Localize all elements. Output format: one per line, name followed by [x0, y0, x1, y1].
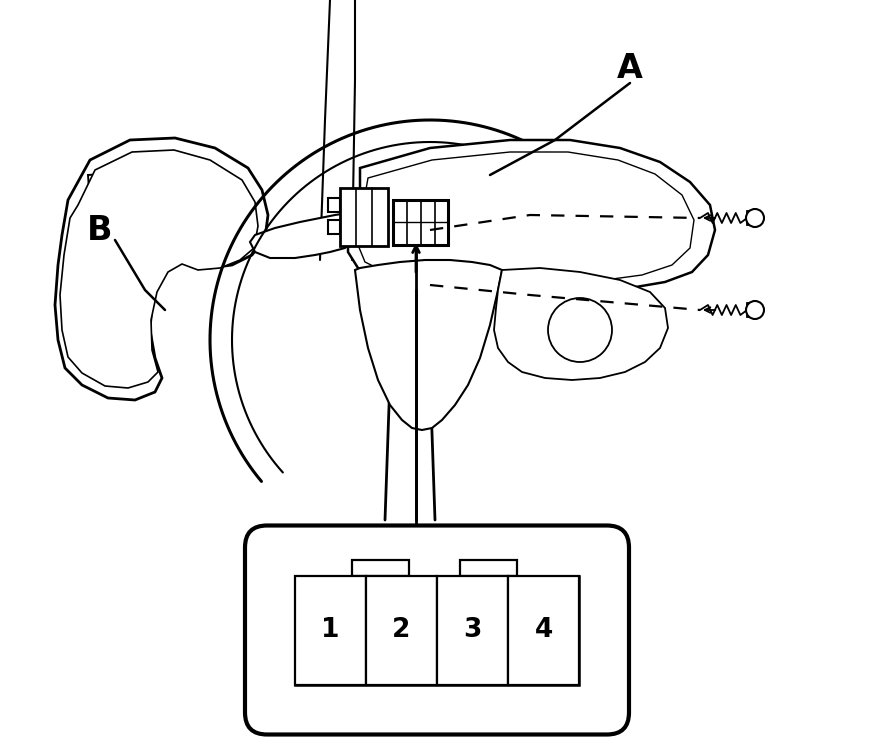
Polygon shape	[295, 576, 579, 685]
Polygon shape	[84, 245, 128, 276]
Circle shape	[464, 220, 520, 276]
Polygon shape	[393, 200, 448, 245]
Text: 2: 2	[392, 617, 410, 643]
Text: 4: 4	[534, 617, 553, 643]
Polygon shape	[250, 213, 358, 258]
Polygon shape	[747, 211, 760, 225]
Circle shape	[746, 301, 764, 319]
Text: A: A	[617, 52, 643, 84]
Polygon shape	[348, 140, 715, 290]
Polygon shape	[55, 138, 268, 400]
Text: 1: 1	[321, 617, 340, 643]
Polygon shape	[508, 576, 579, 685]
Polygon shape	[352, 559, 409, 576]
FancyBboxPatch shape	[245, 525, 629, 734]
Polygon shape	[340, 188, 388, 246]
Polygon shape	[60, 150, 258, 388]
Circle shape	[746, 209, 764, 227]
Text: B: B	[87, 213, 113, 246]
Polygon shape	[328, 198, 340, 212]
Polygon shape	[358, 152, 694, 282]
Polygon shape	[366, 576, 437, 685]
Polygon shape	[295, 576, 366, 685]
Circle shape	[548, 298, 612, 362]
Polygon shape	[460, 559, 517, 576]
Polygon shape	[328, 220, 340, 234]
Circle shape	[454, 210, 530, 286]
Polygon shape	[747, 303, 760, 317]
Text: 3: 3	[464, 617, 482, 643]
Polygon shape	[355, 260, 502, 430]
Polygon shape	[494, 268, 668, 380]
Polygon shape	[437, 576, 508, 685]
Polygon shape	[86, 207, 130, 238]
Polygon shape	[88, 172, 132, 203]
